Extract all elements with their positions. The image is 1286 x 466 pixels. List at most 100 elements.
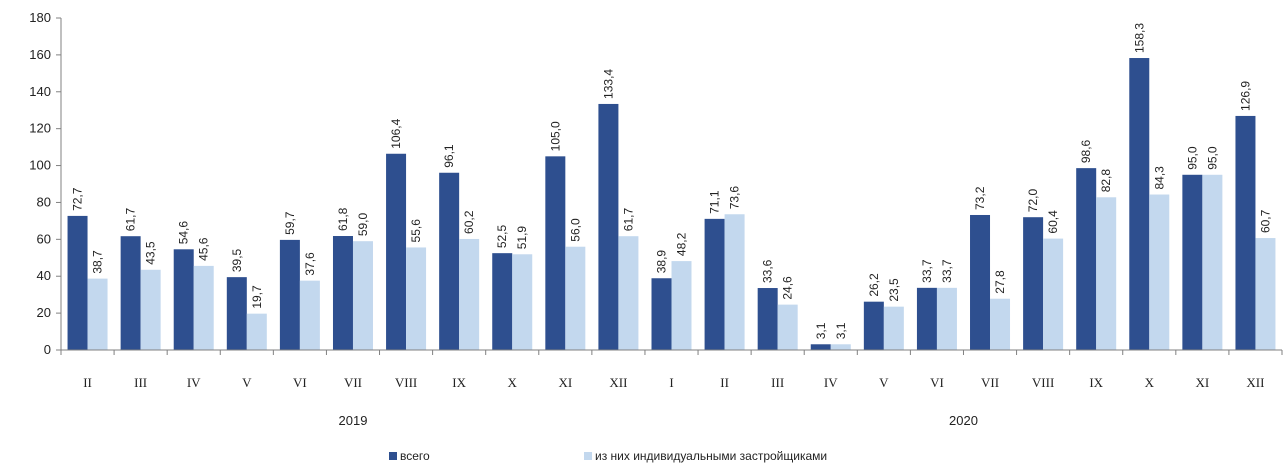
bar-individual bbox=[671, 261, 692, 350]
data-label-total: 39,5 bbox=[230, 248, 244, 272]
data-label-total: 95,0 bbox=[1185, 146, 1199, 170]
x-tick-label: XI bbox=[558, 375, 572, 390]
bar-total bbox=[1182, 174, 1203, 350]
year-labels: 2019 2020 bbox=[339, 413, 978, 428]
x-tick-label: VII bbox=[981, 375, 999, 390]
x-tick-label: III bbox=[771, 375, 784, 390]
bar-total bbox=[120, 236, 141, 350]
bar-total bbox=[279, 239, 300, 350]
data-labels: 72,7 61,7 54,6 39,5 59,7 61,8 106,4 96,1 52,5 105… bbox=[71, 23, 1273, 340]
bar-individual bbox=[87, 278, 108, 350]
data-label-individual: 38,7 bbox=[91, 250, 105, 274]
data-label-individual: 95,0 bbox=[1205, 146, 1219, 170]
year-label: 2020 bbox=[949, 413, 978, 428]
data-label-individual: 24,6 bbox=[781, 276, 795, 300]
bar-total bbox=[439, 172, 460, 350]
x-tick-label: XII bbox=[609, 375, 627, 390]
y-tick-label: 80 bbox=[37, 194, 51, 209]
x-tick-label: V bbox=[242, 375, 252, 390]
x-tick-label: I bbox=[669, 375, 673, 390]
bar-individual bbox=[830, 344, 851, 350]
data-label-individual: 60,4 bbox=[1046, 210, 1060, 234]
y-tick-label: 20 bbox=[37, 305, 51, 320]
bar-individual bbox=[618, 236, 639, 350]
data-label-total: 96,1 bbox=[442, 144, 456, 168]
bar-individual bbox=[990, 298, 1011, 350]
bar-series bbox=[67, 58, 1276, 350]
bar-total bbox=[970, 214, 991, 350]
legend-label-total: всего bbox=[400, 449, 430, 463]
data-label-total: 133,4 bbox=[601, 69, 615, 99]
data-label-individual: 27,8 bbox=[993, 270, 1007, 294]
data-label-total: 72,0 bbox=[1026, 189, 1040, 213]
legend-swatch-total bbox=[389, 452, 397, 460]
bar-individual bbox=[193, 265, 214, 350]
bar-individual bbox=[352, 241, 373, 350]
bar-total bbox=[704, 218, 725, 350]
x-tick-label: VI bbox=[293, 375, 307, 390]
data-label-total: 38,9 bbox=[655, 250, 669, 274]
y-tick-label: 140 bbox=[29, 84, 51, 99]
y-tick-label: 40 bbox=[37, 268, 51, 283]
x-tick-label: X bbox=[1145, 375, 1155, 390]
bar-total bbox=[1235, 115, 1256, 350]
data-label-individual: 84,3 bbox=[1152, 166, 1166, 190]
x-tick-label: IV bbox=[824, 375, 838, 390]
data-label-total: 158,3 bbox=[1132, 23, 1146, 53]
bar-individual bbox=[246, 313, 267, 350]
x-tick-label: XII bbox=[1246, 375, 1264, 390]
data-label-individual: 56,0 bbox=[568, 218, 582, 242]
data-label-individual: 3,1 bbox=[834, 322, 848, 339]
x-tick-label: II bbox=[720, 375, 729, 390]
y-axis: 0 20 40 60 80 100 120 140 160 180 bbox=[29, 10, 62, 357]
x-tick-label: IX bbox=[1089, 375, 1103, 390]
data-label-individual: 51,9 bbox=[515, 226, 529, 250]
x-tick-label: IV bbox=[187, 375, 201, 390]
bar-individual bbox=[1096, 197, 1117, 350]
bar-total bbox=[545, 156, 566, 350]
legend-label-individual: из них индивидуальными застройщиками bbox=[595, 449, 827, 463]
data-label-total: 126,9 bbox=[1238, 81, 1252, 111]
data-label-individual: 48,2 bbox=[675, 232, 689, 256]
y-tick-label: 160 bbox=[29, 47, 51, 62]
data-label-total: 26,2 bbox=[867, 273, 881, 297]
bar-total bbox=[492, 253, 513, 350]
bar-total bbox=[651, 278, 672, 350]
bar-individual bbox=[936, 287, 957, 350]
bar-total bbox=[1129, 58, 1150, 350]
data-label-individual: 19,7 bbox=[250, 285, 264, 309]
x-tick-label: III bbox=[134, 375, 147, 390]
bar-total bbox=[1076, 168, 1097, 350]
bar-total bbox=[226, 277, 247, 350]
legend: всего из них индивидуальными застройщикам… bbox=[389, 449, 827, 463]
bar-individual bbox=[883, 306, 904, 350]
bar-total bbox=[173, 249, 194, 350]
data-label-total: 71,1 bbox=[708, 190, 722, 214]
data-label-individual: 60,2 bbox=[462, 210, 476, 234]
data-label-individual: 61,7 bbox=[621, 208, 635, 232]
data-label-total: 3,1 bbox=[814, 322, 828, 339]
bar-individual bbox=[459, 238, 480, 350]
x-tick-label: VI bbox=[930, 375, 944, 390]
x-axis: II III IV V VI VII VIII IX X XI XII I II III IV V VI VII V… bbox=[60, 349, 1283, 390]
bar-individual bbox=[140, 269, 161, 350]
bar-total bbox=[332, 236, 353, 350]
bar-total bbox=[386, 153, 407, 350]
bar-total bbox=[810, 344, 831, 350]
x-tick-label: XI bbox=[1196, 375, 1210, 390]
bar-individual bbox=[1255, 238, 1276, 350]
data-label-total: 73,2 bbox=[973, 186, 987, 210]
y-tick-label: 0 bbox=[44, 342, 51, 357]
data-label-individual: 82,8 bbox=[1099, 169, 1113, 193]
x-tick-label: V bbox=[879, 375, 889, 390]
y-tick-label: 180 bbox=[29, 10, 51, 25]
data-label-individual: 45,6 bbox=[197, 237, 211, 261]
x-tick-label: X bbox=[508, 375, 518, 390]
data-label-individual: 60,7 bbox=[1258, 209, 1272, 233]
bar-individual bbox=[565, 246, 586, 350]
x-tick-label: VIII bbox=[1032, 375, 1054, 390]
x-tick-label: IX bbox=[452, 375, 466, 390]
bar-total bbox=[67, 215, 88, 350]
